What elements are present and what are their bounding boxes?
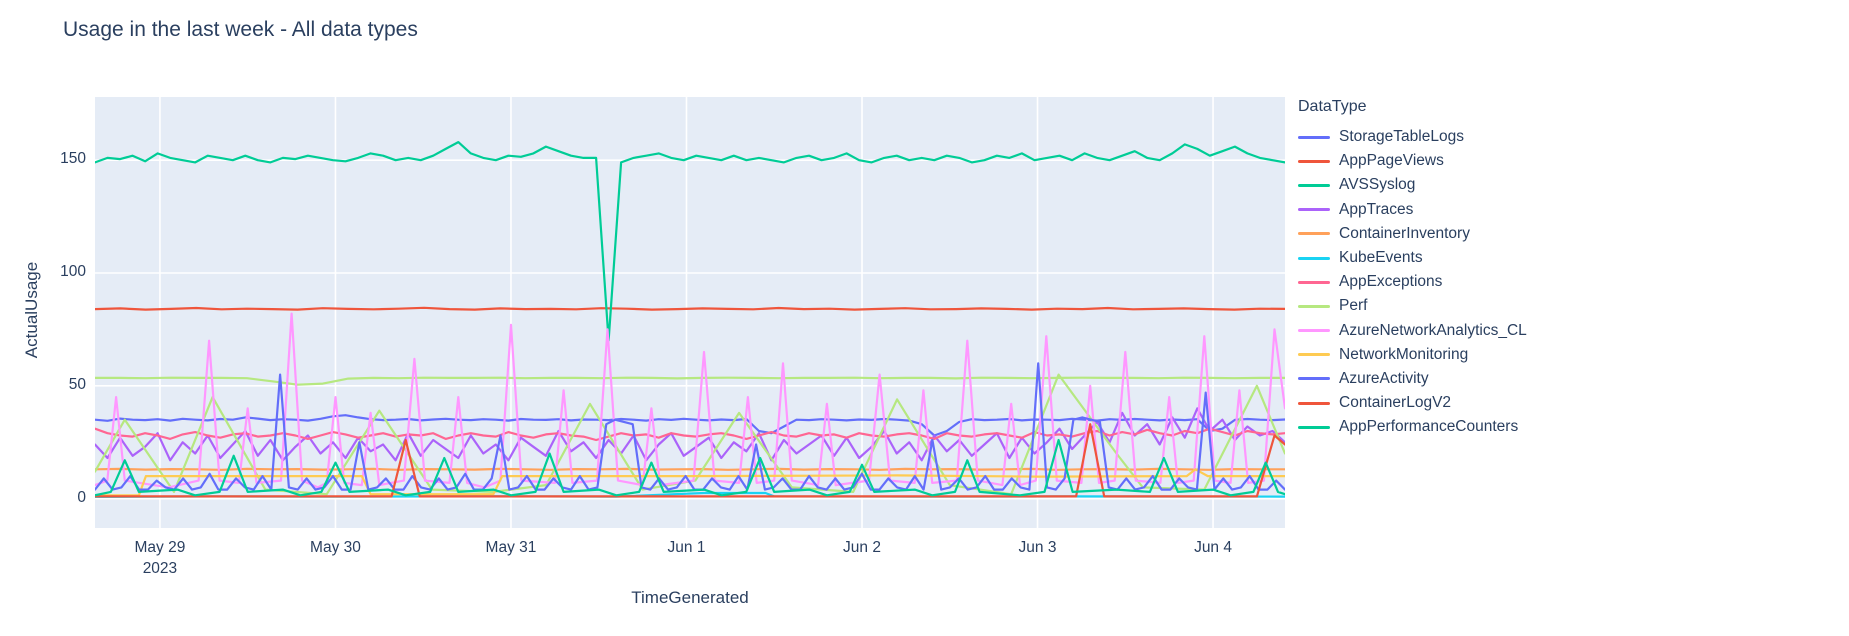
legend-item-KubeEvents[interactable]: KubeEvents bbox=[1298, 246, 1527, 270]
legend-swatch bbox=[1298, 256, 1330, 260]
x-tick-label: Jun 1 bbox=[667, 539, 706, 556]
legend-label: NetworkMonitoring bbox=[1339, 345, 1469, 363]
legend-swatch bbox=[1298, 425, 1330, 429]
x-tick-label: Jun 2 bbox=[843, 539, 881, 556]
legend-item-AppExceptions[interactable]: AppExceptions bbox=[1298, 270, 1527, 294]
plot-area[interactable] bbox=[95, 97, 1285, 528]
legend-item-AzureNetworkAnalytics_CL[interactable]: AzureNetworkAnalytics_CL bbox=[1298, 319, 1527, 343]
series-line-Perf bbox=[95, 376, 1285, 386]
legend-label: ContainerLogV2 bbox=[1339, 394, 1452, 412]
x-tick-label: Jun 4 bbox=[1194, 539, 1232, 556]
legend-label: AzureNetworkAnalytics_CL bbox=[1339, 321, 1527, 339]
x-tick-label: May 31 bbox=[485, 539, 537, 556]
legend-item-StorageTableLogs[interactable]: StorageTableLogs bbox=[1298, 125, 1527, 149]
legend-swatch bbox=[1298, 329, 1330, 333]
legend-item-AzureActivity[interactable]: AzureActivity bbox=[1298, 367, 1527, 391]
y-tick-label: 150 bbox=[60, 150, 86, 168]
legend-item-ContainerInventory[interactable]: ContainerInventory bbox=[1298, 222, 1527, 246]
chart-title: Usage in the last week - All data types bbox=[63, 18, 418, 41]
legend-label: AppTraces bbox=[1339, 200, 1414, 218]
x-tick-label: May 30 bbox=[310, 539, 361, 556]
legend-item-AppTraces[interactable]: AppTraces bbox=[1298, 198, 1527, 222]
series-line-AVSSyslog bbox=[95, 141, 1285, 342]
legend-swatch bbox=[1298, 401, 1330, 405]
x-tick-label: Jun 3 bbox=[1018, 539, 1057, 556]
series-line-AzureActivity bbox=[95, 362, 1285, 491]
legend-label: AppPerformanceCounters bbox=[1339, 418, 1519, 436]
legend-label: Perf bbox=[1339, 297, 1368, 315]
legend-item-AppPageViews[interactable]: AppPageViews bbox=[1298, 149, 1527, 173]
legend-item-ContainerLogV2[interactable]: ContainerLogV2 bbox=[1298, 391, 1527, 415]
legend-swatch bbox=[1298, 135, 1330, 139]
legend-item-AVSSyslog[interactable]: AVSSyslog bbox=[1298, 173, 1527, 197]
legend-swatch bbox=[1298, 377, 1330, 381]
legend-label: AppExceptions bbox=[1339, 273, 1443, 291]
series-line-NetworkMonitoring bbox=[95, 468, 1285, 497]
x-tick-label: May 29 2023 bbox=[134, 539, 186, 577]
series-line-ContainerInventory bbox=[95, 467, 1285, 471]
legend-swatch bbox=[1298, 159, 1330, 163]
legend-label: StorageTableLogs bbox=[1339, 128, 1464, 146]
series-lines bbox=[95, 141, 1285, 498]
y-tick-label: 50 bbox=[68, 375, 86, 393]
x-axis-title: TimeGenerated bbox=[631, 588, 749, 607]
legend-items: StorageTableLogs AppPageViews AVSSyslog App… bbox=[1298, 125, 1527, 439]
legend-item-AppPerformanceCounters[interactable]: AppPerformanceCounters bbox=[1298, 415, 1527, 439]
legend: DataType StorageTableLogs AppPageViews AVS… bbox=[1298, 98, 1527, 439]
y-tick-label: 100 bbox=[60, 263, 86, 280]
legend-swatch bbox=[1298, 280, 1330, 284]
series-line-ContainerLogV2 bbox=[95, 423, 1285, 498]
legend-swatch bbox=[1298, 304, 1330, 308]
legend-item-Perf[interactable]: Perf bbox=[1298, 294, 1527, 318]
legend-title: DataType bbox=[1298, 98, 1367, 115]
series-line-AppPerformanceCounters bbox=[95, 438, 1285, 497]
legend-item-NetworkMonitoring[interactable]: NetworkMonitoring bbox=[1298, 343, 1527, 367]
legend-swatch bbox=[1298, 353, 1330, 357]
series-line-AppPageViews bbox=[95, 306, 1285, 311]
legend-label: AppPageViews bbox=[1339, 152, 1444, 170]
legend-label: AVSSyslog bbox=[1339, 176, 1416, 194]
y-tick-label: 0 bbox=[77, 488, 86, 506]
legend-swatch bbox=[1298, 232, 1330, 236]
legend-label: ContainerInventory bbox=[1339, 224, 1470, 242]
legend-label: AzureActivity bbox=[1339, 369, 1429, 387]
legend-label: KubeEvents bbox=[1339, 249, 1423, 267]
legend-swatch bbox=[1298, 208, 1330, 212]
legend-swatch bbox=[1298, 183, 1330, 187]
